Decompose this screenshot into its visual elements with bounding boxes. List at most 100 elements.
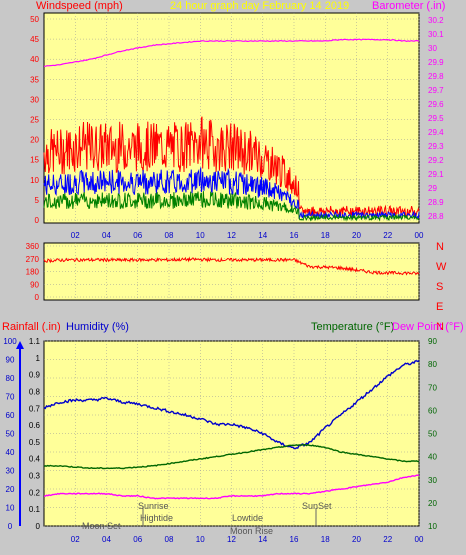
windspeed-tick-label: 40 [30, 55, 39, 64]
time-tick-label: 14 [258, 231, 267, 240]
barometer-tick-label: 29.9 [428, 58, 444, 67]
wind-direction-line [43, 256, 420, 276]
time-tick-label: 04 [102, 231, 111, 240]
barometer-tick-label: 30.2 [428, 16, 444, 25]
direction-tick-label: 180 [26, 268, 40, 277]
rainfall-tick-label: 0.7 [29, 404, 41, 413]
moon-set-annotation: Moon Set [82, 521, 121, 531]
dewpoint-line [43, 474, 420, 500]
barometer-tick-label: 29.5 [428, 114, 444, 123]
direction-lines [43, 256, 420, 276]
rainfall-axis: 0 0.1 0.2 0.3 0.4 0.5 0.6 0.7 0.8 0.9 1 1.1 [29, 337, 41, 531]
humidity-tick-label: 90 [6, 356, 15, 365]
direction-axis: 0 90 180 270 360 [26, 242, 40, 302]
top-time-axis: 02 04 06 08 10 12 14 16 18 20 22 00 [71, 231, 424, 240]
time-tick-label: 06 [133, 231, 142, 240]
sunset-annotation: SunSet [302, 501, 332, 511]
wind-baro-lines [43, 38, 420, 222]
windspeed-tick-label: 35 [30, 75, 39, 84]
humidity-tick-label: 60 [6, 411, 15, 420]
time-tick-label: 18 [321, 535, 330, 544]
temperature-tick-label: 60 [428, 406, 437, 415]
windspeed-tick-label: 45 [30, 35, 39, 44]
humidity-tick-label: 0 [8, 522, 13, 531]
humidity-tick-label: 100 [3, 337, 17, 346]
humidity-tick-label: 70 [6, 393, 15, 402]
barometer-tick-label: 29.3 [428, 142, 444, 151]
compass-label: N [436, 241, 444, 253]
temperature-axis: 10 20 30 40 50 60 70 80 90 [428, 337, 437, 531]
time-tick-label: 08 [165, 231, 174, 240]
humidity-tick-label: 20 [6, 485, 15, 494]
compass-label: W [436, 261, 447, 273]
temperature-tick-label: 50 [428, 430, 437, 439]
rainfall-tick-label: 1 [36, 354, 41, 363]
temperature-tick-label: 20 [428, 499, 437, 508]
windspeed-tick-label: 10 [30, 176, 39, 185]
windspeed-tick-label: 20 [30, 136, 39, 145]
humidity-tick-label: 10 [6, 504, 15, 513]
compass-label: S [436, 281, 443, 293]
temperature-label: Temperature (°F) [311, 321, 394, 333]
bottom-time-axis: 02 04 06 08 10 12 14 16 18 20 22 00 [71, 535, 424, 544]
barometer-tick-label: 29.2 [428, 156, 444, 165]
barometer-tick-label: 30 [428, 44, 437, 53]
direction-tick-label: 0 [35, 293, 40, 302]
rainfall-tick-label: 1.1 [29, 337, 41, 346]
windspeed-tick-label: 30 [30, 95, 39, 104]
windspeed-tick-label: 0 [35, 216, 40, 225]
rainfall-label: Rainfall (.in) [2, 321, 61, 333]
rainfall-tick-label: 0.4 [29, 455, 41, 464]
rainfall-tick-label: 0.6 [29, 421, 41, 430]
barometer-tick-label: 28.8 [428, 212, 444, 221]
barometer-label: Barometer (.in) [372, 0, 445, 12]
barometer-tick-label: 29.7 [428, 86, 444, 95]
time-tick-label: 14 [258, 535, 267, 544]
time-tick-label: 00 [415, 535, 424, 544]
lowtide-annotation: Lowtide [232, 513, 263, 523]
barometer-tick-label: 30.1 [428, 30, 444, 39]
time-tick-label: 20 [352, 535, 361, 544]
barometer-line [43, 38, 420, 67]
barometer-tick-label: 29.1 [428, 170, 444, 179]
compass-label: E [436, 301, 443, 313]
time-tick-label: 10 [196, 535, 205, 544]
wind-low-line [43, 191, 420, 222]
humidity-tick-label: 30 [6, 467, 15, 476]
humidity-line [43, 360, 420, 450]
time-tick-label: 08 [165, 535, 174, 544]
windspeed-axis: 0 5 10 15 20 25 30 35 40 45 50 [30, 15, 39, 225]
rainfall-tick-label: 0.5 [29, 438, 41, 447]
time-tick-label: 22 [383, 231, 392, 240]
humidity-label: Humidity (%) [66, 321, 129, 333]
compass-label: N [436, 321, 444, 333]
time-tick-label: 12 [227, 231, 236, 240]
temperature-tick-label: 30 [428, 476, 437, 485]
wind-average-line [43, 167, 420, 220]
temperature-tick-label: 10 [428, 522, 437, 531]
temperature-line [43, 443, 420, 470]
barometer-tick-label: 29.6 [428, 100, 444, 109]
dewpoint-label: Dew Point (°F) [392, 321, 464, 333]
humidity-tick-label: 40 [6, 448, 15, 457]
graph-title: 24 hour graph day February 14 2019 [170, 0, 349, 12]
rainfall-tick-label: 0.1 [29, 505, 41, 514]
time-tick-label: 02 [71, 231, 80, 240]
time-tick-label: 18 [321, 231, 330, 240]
time-tick-label: 06 [133, 535, 142, 544]
time-tick-label: 22 [383, 535, 392, 544]
direction-tick-label: 360 [26, 242, 40, 251]
rainfall-tick-label: 0.9 [29, 371, 41, 380]
time-tick-label: 16 [290, 231, 299, 240]
time-tick-label: 20 [352, 231, 361, 240]
temperature-tick-label: 90 [428, 337, 437, 346]
humidity-axis-arrow [16, 341, 24, 349]
windspeed-tick-label: 15 [30, 156, 39, 165]
direction-tick-label: 270 [26, 255, 40, 264]
humidity-tick-label: 80 [6, 374, 15, 383]
windspeed-tick-label: 5 [35, 196, 40, 205]
time-tick-label: 00 [415, 231, 424, 240]
time-tick-label: 12 [227, 535, 236, 544]
